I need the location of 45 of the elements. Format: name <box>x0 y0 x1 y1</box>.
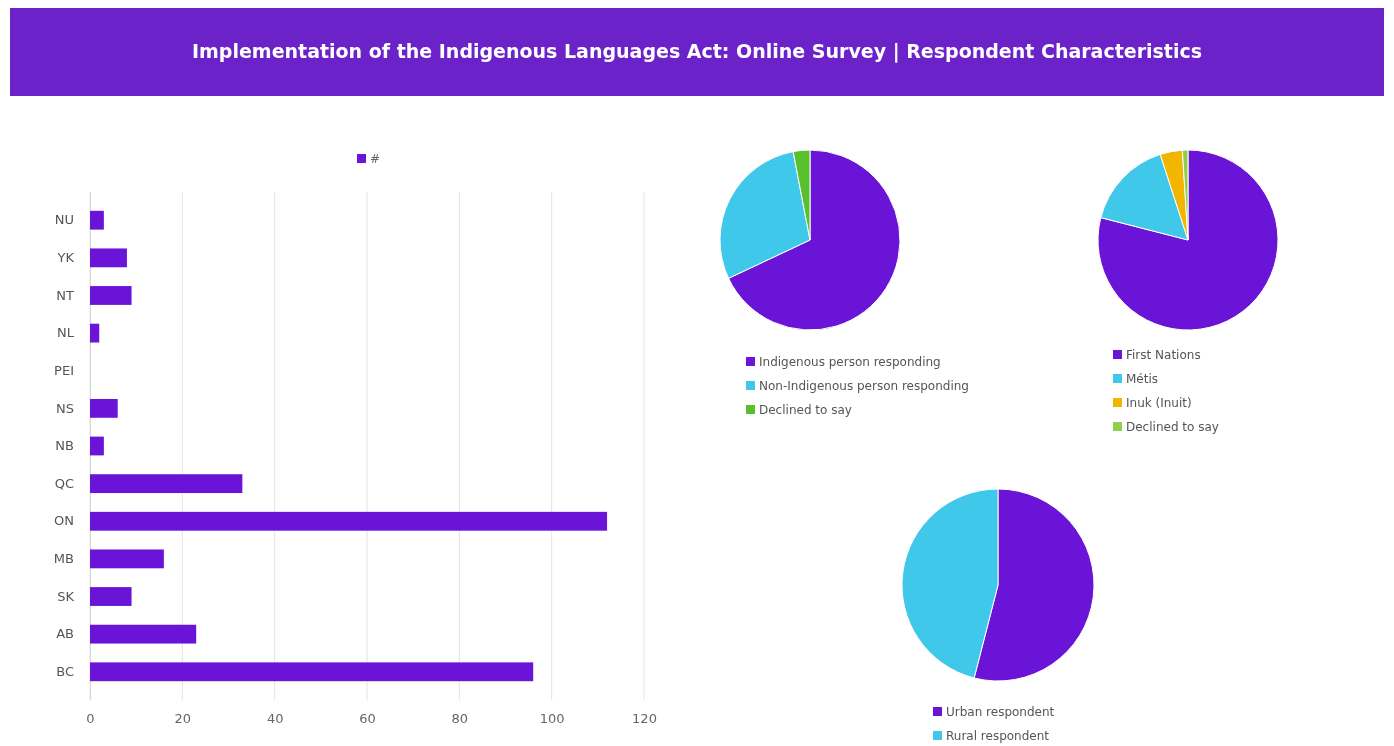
y-tick-label: QC <box>54 475 74 491</box>
y-tick-label: AB <box>56 626 74 642</box>
bar <box>90 323 100 343</box>
y-tick-label: ON <box>54 513 74 529</box>
legend-label: Urban respondent <box>946 705 1055 719</box>
legend-label: # <box>370 152 381 166</box>
bar <box>90 210 104 230</box>
bar <box>90 587 132 606</box>
y-tick-label: MB <box>53 551 74 567</box>
bar <box>90 549 164 569</box>
bar <box>90 286 132 305</box>
x-tick-label: 80 <box>451 711 469 727</box>
y-tick-label: YK <box>56 250 75 266</box>
legend-label: Rural respondent <box>946 729 1050 743</box>
pie-slice <box>1097 149 1279 331</box>
legend-label: Métis <box>1126 372 1159 386</box>
legend-label: Declined to say <box>1126 420 1219 434</box>
legend-label: Indigenous person responding <box>759 355 941 369</box>
x-tick-label: 60 <box>359 711 376 727</box>
x-tick-label: 120 <box>632 711 657 727</box>
x-tick-label: 100 <box>539 711 565 727</box>
y-tick-label: SK <box>57 588 75 604</box>
x-tick-label: 40 <box>266 711 284 727</box>
x-tick-label: 0 <box>86 711 95 727</box>
bar <box>90 436 104 456</box>
y-tick-label: BC <box>56 663 74 679</box>
bar <box>90 398 118 418</box>
x-tick-label: 20 <box>174 711 192 727</box>
bar <box>90 624 197 644</box>
text: Implementation of the Indigenous Languages Act: Online Survey | Respondent Characteristics <box>191 40 1203 63</box>
legend-label: Inuk (Inuit) <box>1126 396 1192 410</box>
y-tick-label: NS <box>56 400 74 416</box>
legend-label: First Nations <box>1126 348 1201 362</box>
y-tick-label: NT <box>56 287 75 303</box>
bar <box>90 474 243 494</box>
pie-slice <box>1100 153 1189 241</box>
y-tick-label: NL <box>57 325 75 341</box>
bar <box>90 248 127 268</box>
bar <box>90 662 534 682</box>
y-tick-label: PEI <box>54 362 74 378</box>
legend-label: Non-Indigenous person responding <box>759 379 969 393</box>
legend-label: Declined to say <box>759 403 852 417</box>
bar <box>90 511 608 531</box>
y-tick-label: NU <box>54 212 74 228</box>
y-tick-label: NB <box>55 438 74 454</box>
